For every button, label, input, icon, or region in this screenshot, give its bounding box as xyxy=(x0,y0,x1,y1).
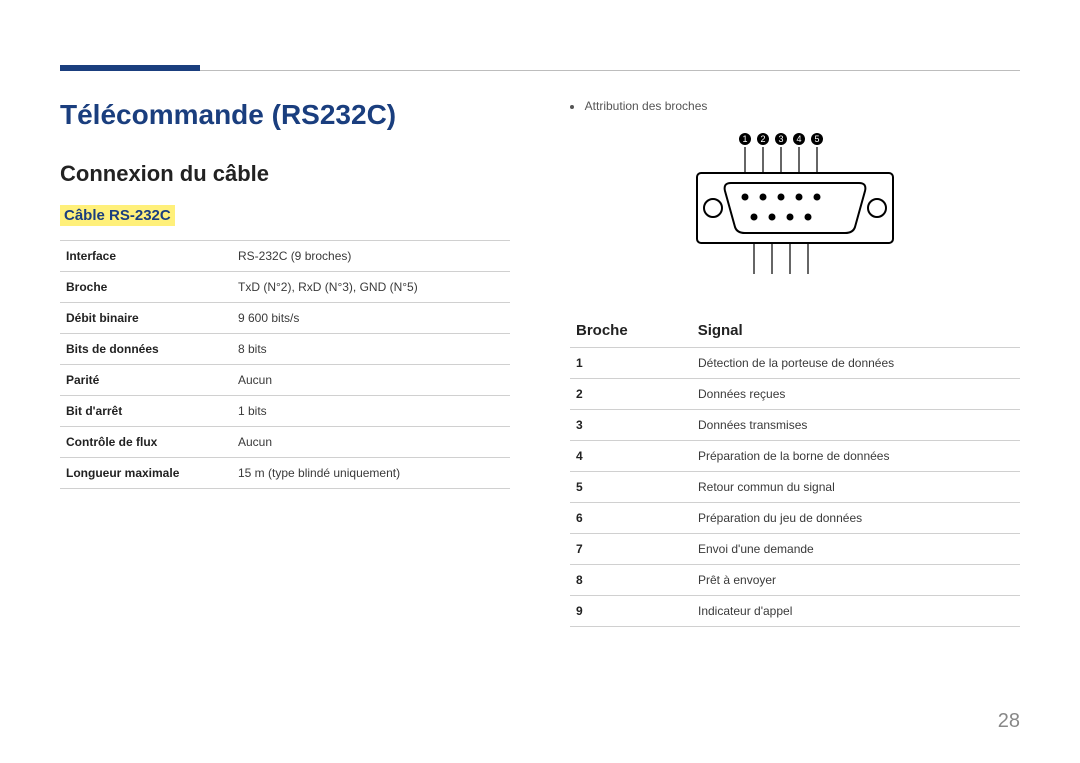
pin-number: 3 xyxy=(570,410,692,441)
table-row: Contrôle de fluxAucun xyxy=(60,427,510,458)
spec-value: 15 m (type blindé uniquement) xyxy=(232,458,510,489)
right-column: Attribution des broches 12345 xyxy=(570,99,1020,627)
main-title: Télécommande (RS232C) xyxy=(60,99,510,131)
spec-label: Longueur maximale xyxy=(60,458,232,489)
db9-connector-icon: 1 2 3 4 5 xyxy=(685,129,905,289)
svg-text:4: 4 xyxy=(796,134,801,144)
spec-value: 1 bits xyxy=(232,396,510,427)
svg-text:1: 1 xyxy=(742,134,747,144)
spec-label: Interface xyxy=(60,241,232,272)
spec-table: InterfaceRS-232C (9 broches)BrocheTxD (N… xyxy=(60,240,510,489)
pin-number: 9 xyxy=(570,596,692,627)
table-row: 5Retour commun du signal xyxy=(570,472,1020,503)
table-row: 6Préparation du jeu de données xyxy=(570,503,1020,534)
page-number: 28 xyxy=(998,710,1020,733)
spec-value: 8 bits xyxy=(232,334,510,365)
spec-value: 9 600 bits/s xyxy=(232,303,510,334)
spec-label: Contrôle de flux xyxy=(60,427,232,458)
table-row: Bits de données8 bits xyxy=(60,334,510,365)
table-row: Bit d'arrêt1 bits xyxy=(60,396,510,427)
pin-table-body: 1Détection de la porteuse de données2Don… xyxy=(570,348,1020,627)
pin-signal: Données reçues xyxy=(692,379,1020,410)
pin-number: 5 xyxy=(570,472,692,503)
page: Télécommande (RS232C) Connexion du câble… xyxy=(0,0,1080,763)
pin-header-pin: Broche xyxy=(576,322,628,339)
attribution-text: Attribution des broches xyxy=(585,99,708,113)
left-column: Télécommande (RS232C) Connexion du câble… xyxy=(60,99,510,627)
columns: Télécommande (RS232C) Connexion du câble… xyxy=(60,99,1020,627)
svg-text:2: 2 xyxy=(760,134,765,144)
pin-table-header: Broche Signal xyxy=(570,322,1020,347)
spec-label: Débit binaire xyxy=(60,303,232,334)
pin-number: 8 xyxy=(570,565,692,596)
connector-diagram: 1 2 3 4 5 xyxy=(570,129,1020,294)
pin-number: 4 xyxy=(570,441,692,472)
table-row: Longueur maximale15 m (type blindé uniqu… xyxy=(60,458,510,489)
table-row: 9Indicateur d'appel xyxy=(570,596,1020,627)
pin-table: 1Détection de la porteuse de données2Don… xyxy=(570,347,1020,627)
table-row: 1Détection de la porteuse de données xyxy=(570,348,1020,379)
table-row: 3Données transmises xyxy=(570,410,1020,441)
svg-text:5: 5 xyxy=(814,134,819,144)
svg-text:3: 3 xyxy=(778,134,783,144)
spec-label: Bits de données xyxy=(60,334,232,365)
pin-number: 2 xyxy=(570,379,692,410)
spec-table-body: InterfaceRS-232C (9 broches)BrocheTxD (N… xyxy=(60,241,510,489)
spec-label: Broche xyxy=(60,272,232,303)
spec-label: Bit d'arrêt xyxy=(60,396,232,427)
table-row: 7Envoi d'une demande xyxy=(570,534,1020,565)
pin-header-signal: Signal xyxy=(698,322,743,339)
spec-value: RS-232C (9 broches) xyxy=(232,241,510,272)
pin-signal: Préparation du jeu de données xyxy=(692,503,1020,534)
section-title: Connexion du câble xyxy=(60,161,510,187)
pin-number: 6 xyxy=(570,503,692,534)
spec-value: TxD (N°2), RxD (N°3), GND (N°5) xyxy=(232,272,510,303)
spec-label: Parité xyxy=(60,365,232,396)
pin-signal: Indicateur d'appel xyxy=(692,596,1020,627)
spec-value: Aucun xyxy=(232,427,510,458)
attribution-line: Attribution des broches xyxy=(570,99,1020,113)
top-rule xyxy=(60,70,1020,71)
pin-signal: Envoi d'une demande xyxy=(692,534,1020,565)
table-row: ParitéAucun xyxy=(60,365,510,396)
pin-signal: Prêt à envoyer xyxy=(692,565,1020,596)
pin-signal: Préparation de la borne de données xyxy=(692,441,1020,472)
pin-signal: Données transmises xyxy=(692,410,1020,441)
table-row: 2Données reçues xyxy=(570,379,1020,410)
accent-bar xyxy=(60,65,200,71)
pin-signal: Retour commun du signal xyxy=(692,472,1020,503)
table-row: 8Prêt à envoyer xyxy=(570,565,1020,596)
table-row: Débit binaire9 600 bits/s xyxy=(60,303,510,334)
table-row: InterfaceRS-232C (9 broches) xyxy=(60,241,510,272)
table-row: 4Préparation de la borne de données xyxy=(570,441,1020,472)
spec-value: Aucun xyxy=(232,365,510,396)
table-row: BrocheTxD (N°2), RxD (N°3), GND (N°5) xyxy=(60,272,510,303)
bullet-icon xyxy=(570,105,574,109)
pin-number: 1 xyxy=(570,348,692,379)
pin-signal: Détection de la porteuse de données xyxy=(692,348,1020,379)
pin-number: 7 xyxy=(570,534,692,565)
subsection-title: Câble RS-232C xyxy=(60,205,175,226)
